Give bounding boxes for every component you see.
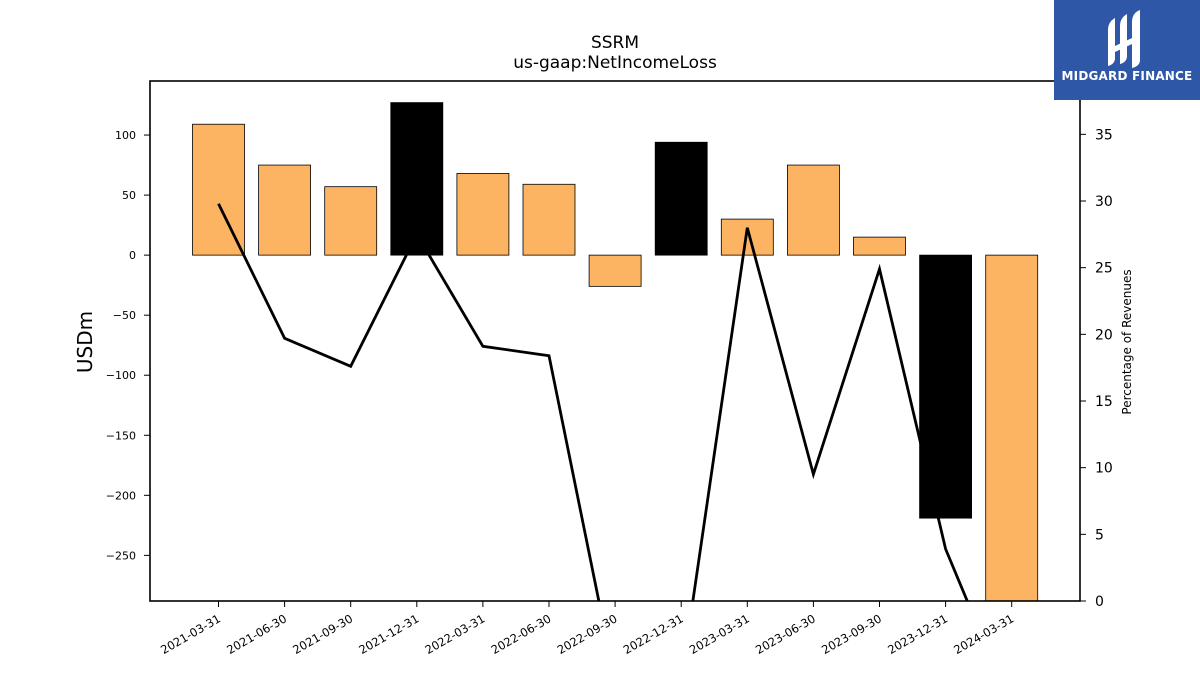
x-tick-label: 2024-03-31 bbox=[951, 611, 1016, 657]
y-tick-label: −150 bbox=[106, 429, 136, 442]
left-axis: 100 50 0 −50 −100 −150 −200 −250 bbox=[106, 129, 150, 562]
x-tick-label: 2023-12-31 bbox=[885, 611, 950, 657]
x-tick-label: 2021-09-30 bbox=[290, 611, 355, 657]
bar-2021-09-30 bbox=[324, 186, 378, 256]
x-tick-label: 2022-09-30 bbox=[555, 611, 620, 657]
bar-2022-09-30 bbox=[588, 254, 642, 287]
y-tick-label: −50 bbox=[113, 309, 136, 322]
bar-group bbox=[192, 102, 1039, 601]
right-axis: 0 5 10 15 20 25 30 35 bbox=[1080, 127, 1113, 610]
x-tick-label: 2022-12-31 bbox=[621, 611, 686, 657]
percentage-line bbox=[217, 203, 969, 601]
x-tick-label: 2023-06-30 bbox=[753, 611, 818, 657]
chart-subtitle: us-gaap:NetIncomeLoss bbox=[513, 53, 717, 73]
y-tick-label: 100 bbox=[115, 129, 136, 142]
x-axis: 2021-03-31 2021-06-30 2021-09-30 2021-12-31… bbox=[158, 601, 1016, 657]
bar-2023-09-30 bbox=[853, 236, 906, 256]
y2-tick-label: 15 bbox=[1095, 394, 1113, 410]
y2-tick-label: 30 bbox=[1095, 194, 1113, 210]
x-tick-label: 2023-03-31 bbox=[687, 611, 752, 657]
line-group bbox=[217, 203, 969, 601]
bar-2021-06-30 bbox=[258, 164, 312, 256]
brand-logo: MIDGARD FINANCE bbox=[1054, 0, 1200, 100]
bar-2021-12-31 bbox=[390, 102, 444, 256]
y2-tick-label: 25 bbox=[1095, 261, 1113, 277]
bar-2022-06-30 bbox=[522, 183, 576, 256]
x-tick-label: 2021-06-30 bbox=[224, 611, 289, 657]
y-tick-label: −250 bbox=[106, 549, 136, 562]
y2-axis-label: Percentage of Revenues bbox=[1120, 269, 1134, 414]
logo-text: MIDGARD FINANCE bbox=[1061, 69, 1193, 83]
bar-2022-03-31 bbox=[456, 173, 510, 256]
y2-tick-label: 5 bbox=[1095, 527, 1104, 543]
bar-2021-03-31 bbox=[192, 123, 245, 256]
x-tick-label: 2022-03-31 bbox=[423, 611, 488, 657]
y2-tick-label: 10 bbox=[1095, 461, 1113, 477]
bar-2023-06-30 bbox=[787, 164, 840, 256]
x-tick-label: 2021-03-31 bbox=[158, 611, 223, 657]
x-tick-label: 2023-09-30 bbox=[819, 611, 884, 657]
bar-2024-03-31 bbox=[985, 254, 1039, 601]
y-axis-label: USDm bbox=[73, 311, 97, 373]
x-tick-label: 2021-12-31 bbox=[356, 611, 421, 657]
bar-2022-12-31 bbox=[654, 141, 708, 256]
y-tick-label: 0 bbox=[129, 249, 136, 262]
bar-2023-12-31 bbox=[919, 254, 972, 519]
x-tick-label: 2022-06-30 bbox=[489, 611, 554, 657]
y2-tick-label: 0 bbox=[1095, 594, 1104, 610]
y-tick-label: −100 bbox=[106, 369, 136, 382]
y2-tick-label: 20 bbox=[1095, 327, 1113, 343]
y-tick-label: −200 bbox=[106, 489, 136, 502]
y-tick-label: 50 bbox=[122, 189, 136, 202]
chart-title: SSRM bbox=[591, 33, 639, 53]
midgard-logo-icon bbox=[1108, 10, 1140, 68]
y2-tick-label: 35 bbox=[1095, 127, 1113, 143]
